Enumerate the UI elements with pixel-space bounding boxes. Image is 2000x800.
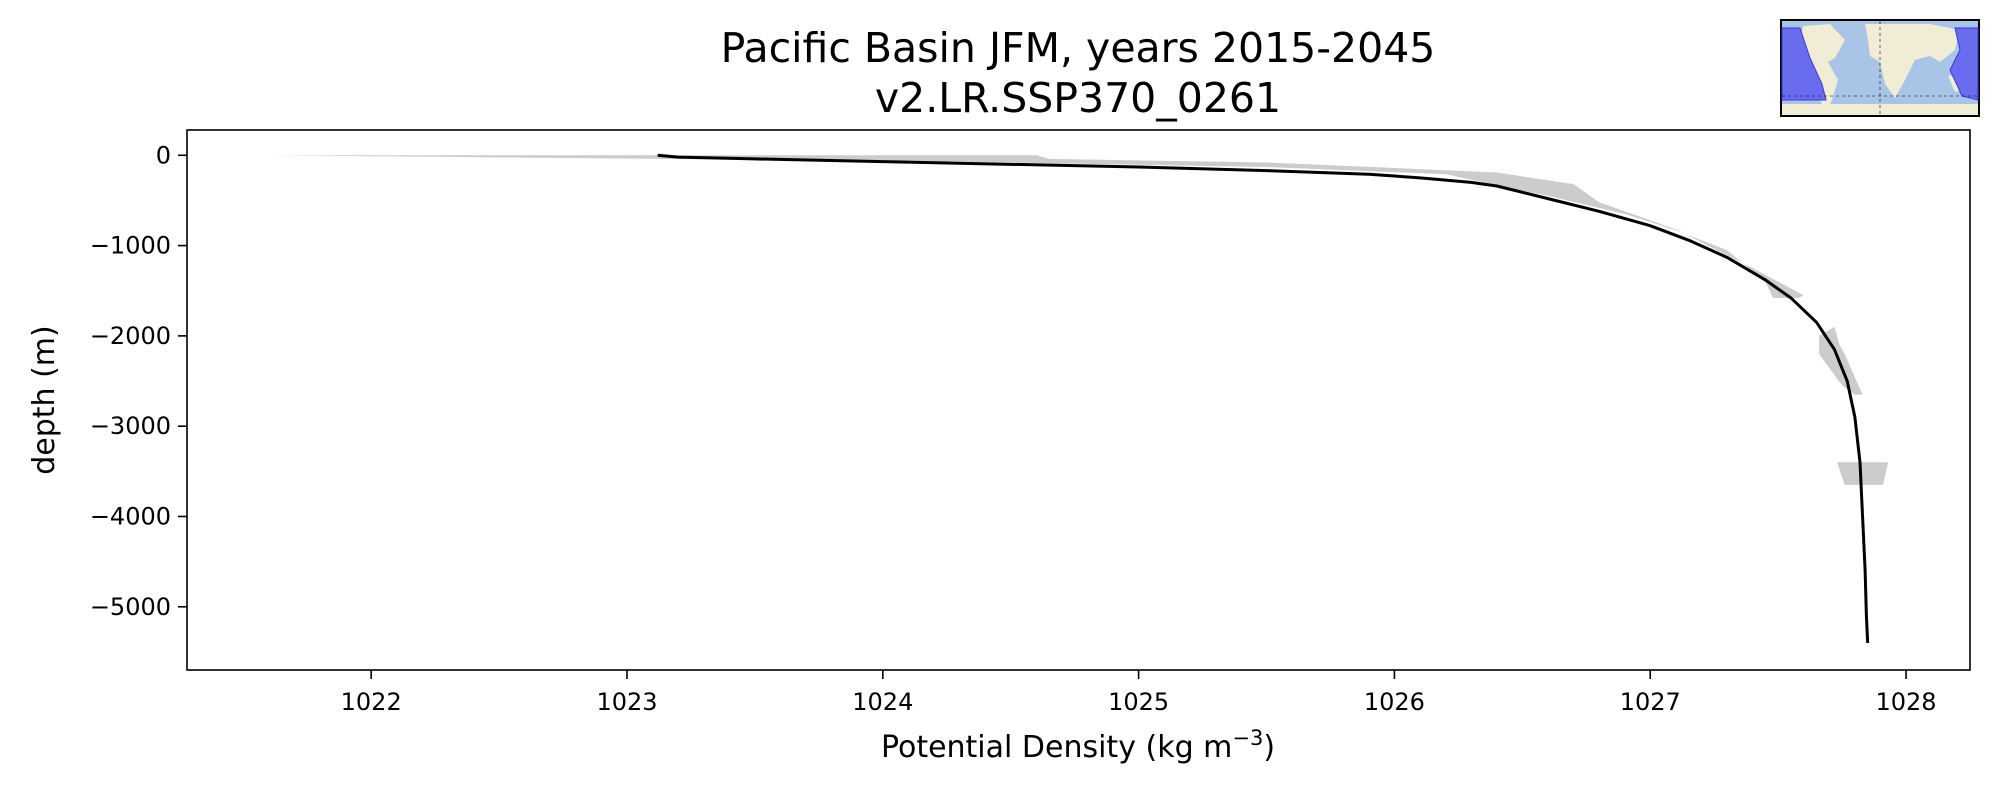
x-tick-label: 1024 [852, 688, 913, 716]
spread-band-1 [268, 155, 1804, 298]
x-tick-label: 1027 [1620, 688, 1681, 716]
inset-land-americas [1800, 24, 1845, 112]
y-tick-label: 0 [156, 141, 171, 169]
x-tick-label: 1026 [1364, 688, 1425, 716]
x-tick-label: 1022 [341, 688, 402, 716]
y-tick-label: −1000 [90, 232, 171, 260]
y-axis-label: depth (m) [27, 325, 62, 475]
y-tick-label: −2000 [90, 322, 171, 350]
x-tick-label: 1025 [1108, 688, 1169, 716]
inset-land-eurasia-africa [1865, 24, 1960, 98]
plot-frame [186, 129, 1971, 671]
mean-profile-line [657, 153, 1870, 643]
mean-profile [657, 153, 1870, 643]
x-axis-ticks: 1022 1023 1024 1025 1026 1027 1028 [341, 670, 1937, 716]
y-tick-label: −5000 [90, 593, 171, 621]
chart-title: Pacific Basin JFM, years 2015-2045 [721, 24, 1436, 72]
y-tick-label: −3000 [90, 412, 171, 440]
x-axis-label: Potential Density (kg m−3) [881, 726, 1275, 765]
x-tick-label: 1023 [596, 688, 657, 716]
inset-pacific-basin-west [1781, 27, 1827, 101]
y-tick-label: −4000 [90, 502, 171, 530]
y-axis-ticks: 0 −1000 −2000 −3000 −4000 −5000 [90, 141, 187, 621]
chart-subtitle: v2.LR.SSP370_0261 [875, 74, 1281, 122]
x-tick-label: 1028 [1876, 688, 1937, 716]
spread-band-3 [1836, 462, 1889, 485]
spread-bands [268, 155, 1889, 485]
inset-land-antarctica [1782, 104, 1978, 115]
inset-map [1780, 19, 1980, 117]
